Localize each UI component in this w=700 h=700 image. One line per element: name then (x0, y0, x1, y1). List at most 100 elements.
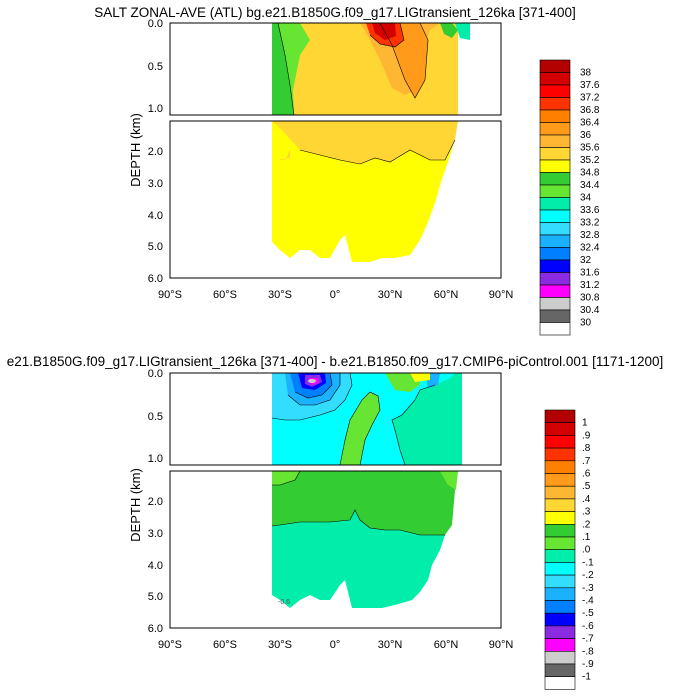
colorbar-swatch (539, 122, 571, 136)
ytick-label: 4.0 (148, 560, 163, 572)
contour-label: -0.6 (278, 599, 290, 606)
colorbar-swatch (539, 134, 571, 148)
colorbar-swatch (544, 676, 576, 690)
colorbar-label: -.8 (582, 646, 594, 657)
ytick-label: 1.0 (148, 103, 163, 115)
colorbar-swatch (544, 422, 576, 436)
colorbar-swatch (544, 638, 576, 652)
panel-1-y-ticks: 0.0 0.5 1.0 2.0 3.0 4.0 5.0 6.0 (148, 18, 163, 285)
ytick-label: 0.0 (148, 368, 163, 380)
colorbar-swatch (544, 536, 576, 550)
light-green-patch-2 (440, 471, 458, 490)
northern-fresh-patch-2 (455, 23, 470, 40)
colorbar-swatch (544, 485, 576, 500)
colorbar-swatch (539, 272, 571, 286)
panel-1-colorbar: 3837.637.236.836.43635.635.234.834.43433… (539, 59, 600, 336)
colorbar-label: .8 (582, 443, 591, 454)
colorbar-label: 30.4 (580, 305, 600, 316)
colorbar-swatch (544, 562, 576, 576)
colorbar-swatch (544, 473, 576, 487)
colorbar-label: 37.2 (580, 93, 600, 104)
colorbar-swatch (544, 523, 576, 538)
colorbar-swatch (544, 600, 576, 614)
colorbar-label: -.7 (582, 634, 594, 645)
colorbar-swatch (544, 549, 576, 563)
colorbar-label: -.3 (582, 583, 594, 594)
colorbar-swatch (544, 663, 576, 677)
tongue-region (340, 392, 380, 465)
colorbar-swatch (539, 259, 571, 273)
ytick-label: 0.5 (148, 61, 163, 73)
panel-2: e21.B1850G.f09_g17.LIGtransient_126ka [3… (7, 354, 663, 690)
panel-2-lower-field (272, 471, 458, 608)
fresh-core-min (308, 379, 316, 383)
colorbar-label: .2 (582, 519, 591, 530)
colorbar-label: 34.4 (580, 180, 600, 191)
colorbar-label: 35.2 (580, 155, 600, 166)
colorbar-label: .3 (582, 507, 591, 518)
colorbar-swatch (539, 322, 571, 336)
ytick-label: 2.0 (148, 146, 163, 158)
panel-1-lower-frame (169, 120, 502, 279)
xtick-label: 90°N (489, 289, 514, 301)
ytick-label: 2.0 (148, 496, 163, 508)
ytick-label: 6.0 (148, 623, 163, 635)
colorbar-swatch (539, 222, 571, 236)
colorbar-label: 34 (580, 193, 592, 204)
colorbar-swatch (544, 650, 576, 665)
salty-core-outer (350, 23, 428, 98)
colorbar-label: .9 (582, 430, 591, 441)
xtick-label: 30°N (378, 639, 403, 651)
xtick-label: 60°S (213, 289, 237, 301)
panel-2-title: e21.B1850G.f09_g17.LIGtransient_126ka [3… (7, 354, 663, 369)
xtick-label: 90°N (489, 639, 514, 651)
small-patch (278, 150, 290, 160)
southern-fresh-region-2 (278, 23, 310, 115)
colorbar-swatch (544, 409, 576, 423)
colorbar-label: -.1 (582, 557, 594, 568)
colorbar-label: -.9 (582, 659, 594, 670)
ytick-label: 6.0 (148, 273, 163, 285)
colorbar-swatch (544, 612, 576, 627)
ytick-label: 4.0 (148, 210, 163, 222)
colorbar-label: 31.6 (580, 268, 600, 279)
colorbar-swatch (539, 234, 571, 248)
ytick-label: 5.0 (148, 591, 163, 603)
northern-region (272, 373, 462, 465)
colorbar-label: 38 (580, 68, 592, 79)
panel-2-lower-frame (169, 470, 502, 629)
colorbar-label: 36.8 (580, 105, 600, 116)
northern-salty-patch (410, 373, 430, 382)
xtick-label: 90°S (158, 289, 182, 301)
middle-green-region (272, 471, 458, 535)
colorbar-label: 34.8 (580, 168, 600, 179)
panel-2-y-axis-label: DEPTH (km) (128, 468, 143, 542)
ytick-label: 3.0 (148, 528, 163, 540)
colorbar-swatch (544, 625, 576, 639)
colorbar-swatch (544, 574, 576, 589)
ytick-label: 0.5 (148, 411, 163, 423)
xtick-label: 60°N (434, 289, 459, 301)
colorbar-swatch (544, 435, 576, 449)
panel-1-x-ticks: 90°S 60°S 30°S 0° 30°N 60°N 90°N (158, 289, 513, 301)
colorbar-label: .6 (582, 469, 591, 480)
colorbar-label: -.6 (582, 621, 594, 632)
colorbar-swatch (539, 84, 571, 98)
colorbar-swatch (539, 209, 571, 223)
colorbar-swatch (539, 72, 571, 86)
colorbar-label: 36 (580, 130, 592, 141)
colorbar-swatch (539, 184, 571, 198)
ytick-label: 3.0 (148, 178, 163, 190)
panel-2-upper-field (272, 373, 462, 465)
ytick-label: 5.0 (148, 241, 163, 253)
panel-1-contours (277, 22, 456, 165)
deep-water-region (272, 121, 458, 262)
colorbar-swatch (539, 172, 571, 186)
colorbar-label: .7 (582, 456, 591, 467)
colorbar-label: 32.4 (580, 243, 600, 254)
panel-2-x-ticks: 90°S 60°S 30°S 0° 30°N 60°N 90°N (158, 639, 513, 651)
xtick-label: 0° (330, 289, 341, 301)
xtick-label: 30°S (268, 289, 292, 301)
panel-2-upper-frame (169, 372, 502, 466)
